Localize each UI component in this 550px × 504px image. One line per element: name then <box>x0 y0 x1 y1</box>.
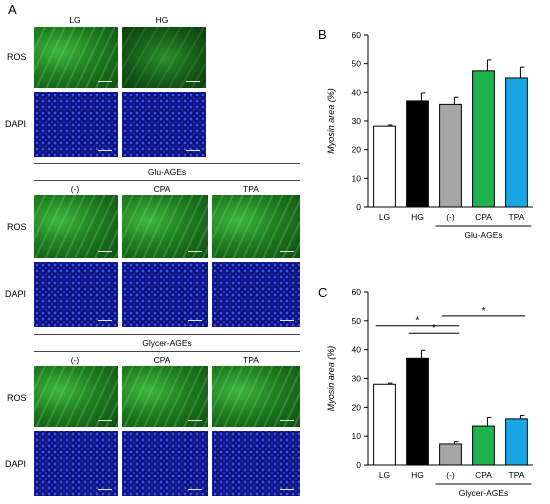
micrograph-dapi-glu-minus <box>34 262 118 327</box>
micrograph-dapi-glu-tpa <box>212 262 300 327</box>
x-tick-label: (-) <box>446 212 455 222</box>
column-header-minus: (-) <box>70 355 80 365</box>
column-header-tpa: TPA <box>243 184 259 194</box>
y-tick-label: 40 <box>352 87 362 97</box>
micrograph-ros-hg <box>122 27 206 88</box>
micrograph-ros-glu-tpa <box>212 195 300 258</box>
column-header-cpa: CPA <box>153 355 171 365</box>
row-label-ros: ROS <box>7 52 27 62</box>
y-tick-label: 0 <box>356 460 361 470</box>
x-tick-label: HG <box>411 212 424 222</box>
divider-line <box>34 180 300 181</box>
scale-bar <box>98 319 112 321</box>
y-tick-label: 50 <box>352 59 362 69</box>
column-header-minus: (-) <box>70 184 80 194</box>
micrograph-ros-glycer-minus <box>34 366 118 427</box>
row-label-dapi: DAPI <box>5 289 27 299</box>
scale-bar <box>280 419 294 421</box>
row-label-ros: ROS <box>7 393 27 403</box>
scale-bar <box>186 149 200 151</box>
column-header-lg: LG <box>69 15 81 25</box>
bar-minus <box>439 443 462 466</box>
row-label-dapi: DAPI <box>5 119 27 129</box>
y-axis-label: Myosin area (%) <box>326 88 336 154</box>
scale-bar <box>188 319 202 321</box>
scale-bar <box>98 419 112 421</box>
scale-bar <box>186 80 200 82</box>
y-tick-label: 60 <box>352 287 362 297</box>
micrograph-dapi-glycer-tpa <box>212 431 300 496</box>
y-axis-label: Myosin area (%) <box>326 346 336 412</box>
micrograph-ros-glycer-cpa <box>122 366 208 427</box>
significance-star: * <box>482 306 486 317</box>
y-tick-label: 20 <box>352 402 362 412</box>
column-header-cpa: CPA <box>153 184 171 194</box>
y-tick-label: 20 <box>352 145 362 155</box>
bar-tpa <box>505 418 528 466</box>
bar-tpa <box>505 77 528 208</box>
scale-bar <box>98 80 112 82</box>
micrograph-dapi-lg <box>34 92 118 157</box>
bar-lg <box>373 383 396 466</box>
y-tick-label: 10 <box>352 173 362 183</box>
x-tick-label: HG <box>411 470 424 480</box>
scale-bar <box>98 488 112 490</box>
scale-bar <box>280 250 294 252</box>
group-title-glycer-ages: Glycer-AGEs <box>142 338 192 348</box>
group-label: Glycer-AGEs <box>459 488 509 498</box>
x-tick-label: TPA <box>509 212 525 222</box>
bar-chart-c: Myosin area (%) 0 10 20 30 40 50 60 LG HG (-) CPA TP… <box>326 287 533 498</box>
y-tick-label: 50 <box>352 316 362 326</box>
scale-bar <box>188 488 202 490</box>
column-header-tpa: TPA <box>243 355 259 365</box>
y-tick-label: 60 <box>352 30 362 40</box>
x-tick-label: TPA <box>509 470 525 480</box>
micrograph-dapi-hg <box>122 92 206 157</box>
y-tick-label: 30 <box>352 374 362 384</box>
row-label-dapi: DAPI <box>5 459 27 469</box>
x-tick-label: LG <box>379 470 390 480</box>
panel-b-letter: B <box>318 27 327 42</box>
bar-lg <box>373 125 396 208</box>
scale-bar <box>280 488 294 490</box>
micrograph-dapi-glu-cpa <box>122 262 208 327</box>
y-tick-label: 0 <box>356 202 361 212</box>
scale-bar <box>188 419 202 421</box>
panel-c-letter: C <box>318 285 328 300</box>
micrograph-ros-glycer-tpa <box>212 366 300 427</box>
bar-cpa <box>472 425 495 466</box>
y-tick-label: 10 <box>352 431 362 441</box>
group-label: Glu-AGEs <box>464 230 502 240</box>
scale-bar <box>98 149 112 151</box>
bar-minus <box>439 103 462 208</box>
micrograph-ros-lg <box>34 27 118 88</box>
panel-a-letter: A <box>8 2 17 17</box>
column-header-hg: HG <box>155 15 169 25</box>
significance-star: * <box>432 323 436 334</box>
divider-line <box>34 334 300 335</box>
significance-star: * <box>416 316 420 327</box>
row-label-ros: ROS <box>7 222 27 232</box>
y-tick-label: 30 <box>352 116 362 126</box>
x-tick-label: (-) <box>446 470 455 480</box>
bar-chart-b: Myosin area (%) 0 10 20 30 40 50 60 LG HG (-) CPA TP… <box>326 30 533 240</box>
scale-bar <box>188 250 202 252</box>
micrograph-dapi-glycer-cpa <box>122 431 208 496</box>
micrograph-ros-glu-minus <box>34 195 118 258</box>
micrograph-dapi-glycer-minus <box>34 431 118 496</box>
bar-cpa <box>472 70 495 208</box>
y-tick-label: 40 <box>352 345 362 355</box>
micrograph-ros-glu-cpa <box>122 195 208 258</box>
group-title-glu-ages: Glu-AGEs <box>147 167 187 177</box>
x-tick-label: CPA <box>475 470 492 480</box>
scale-bar <box>98 250 112 252</box>
scale-bar <box>280 319 294 321</box>
divider-line <box>34 351 300 352</box>
bar-hg <box>406 100 429 208</box>
x-tick-label: CPA <box>475 212 492 222</box>
x-tick-label: LG <box>379 212 390 222</box>
bar-hg <box>406 357 429 466</box>
divider-line <box>34 163 300 164</box>
